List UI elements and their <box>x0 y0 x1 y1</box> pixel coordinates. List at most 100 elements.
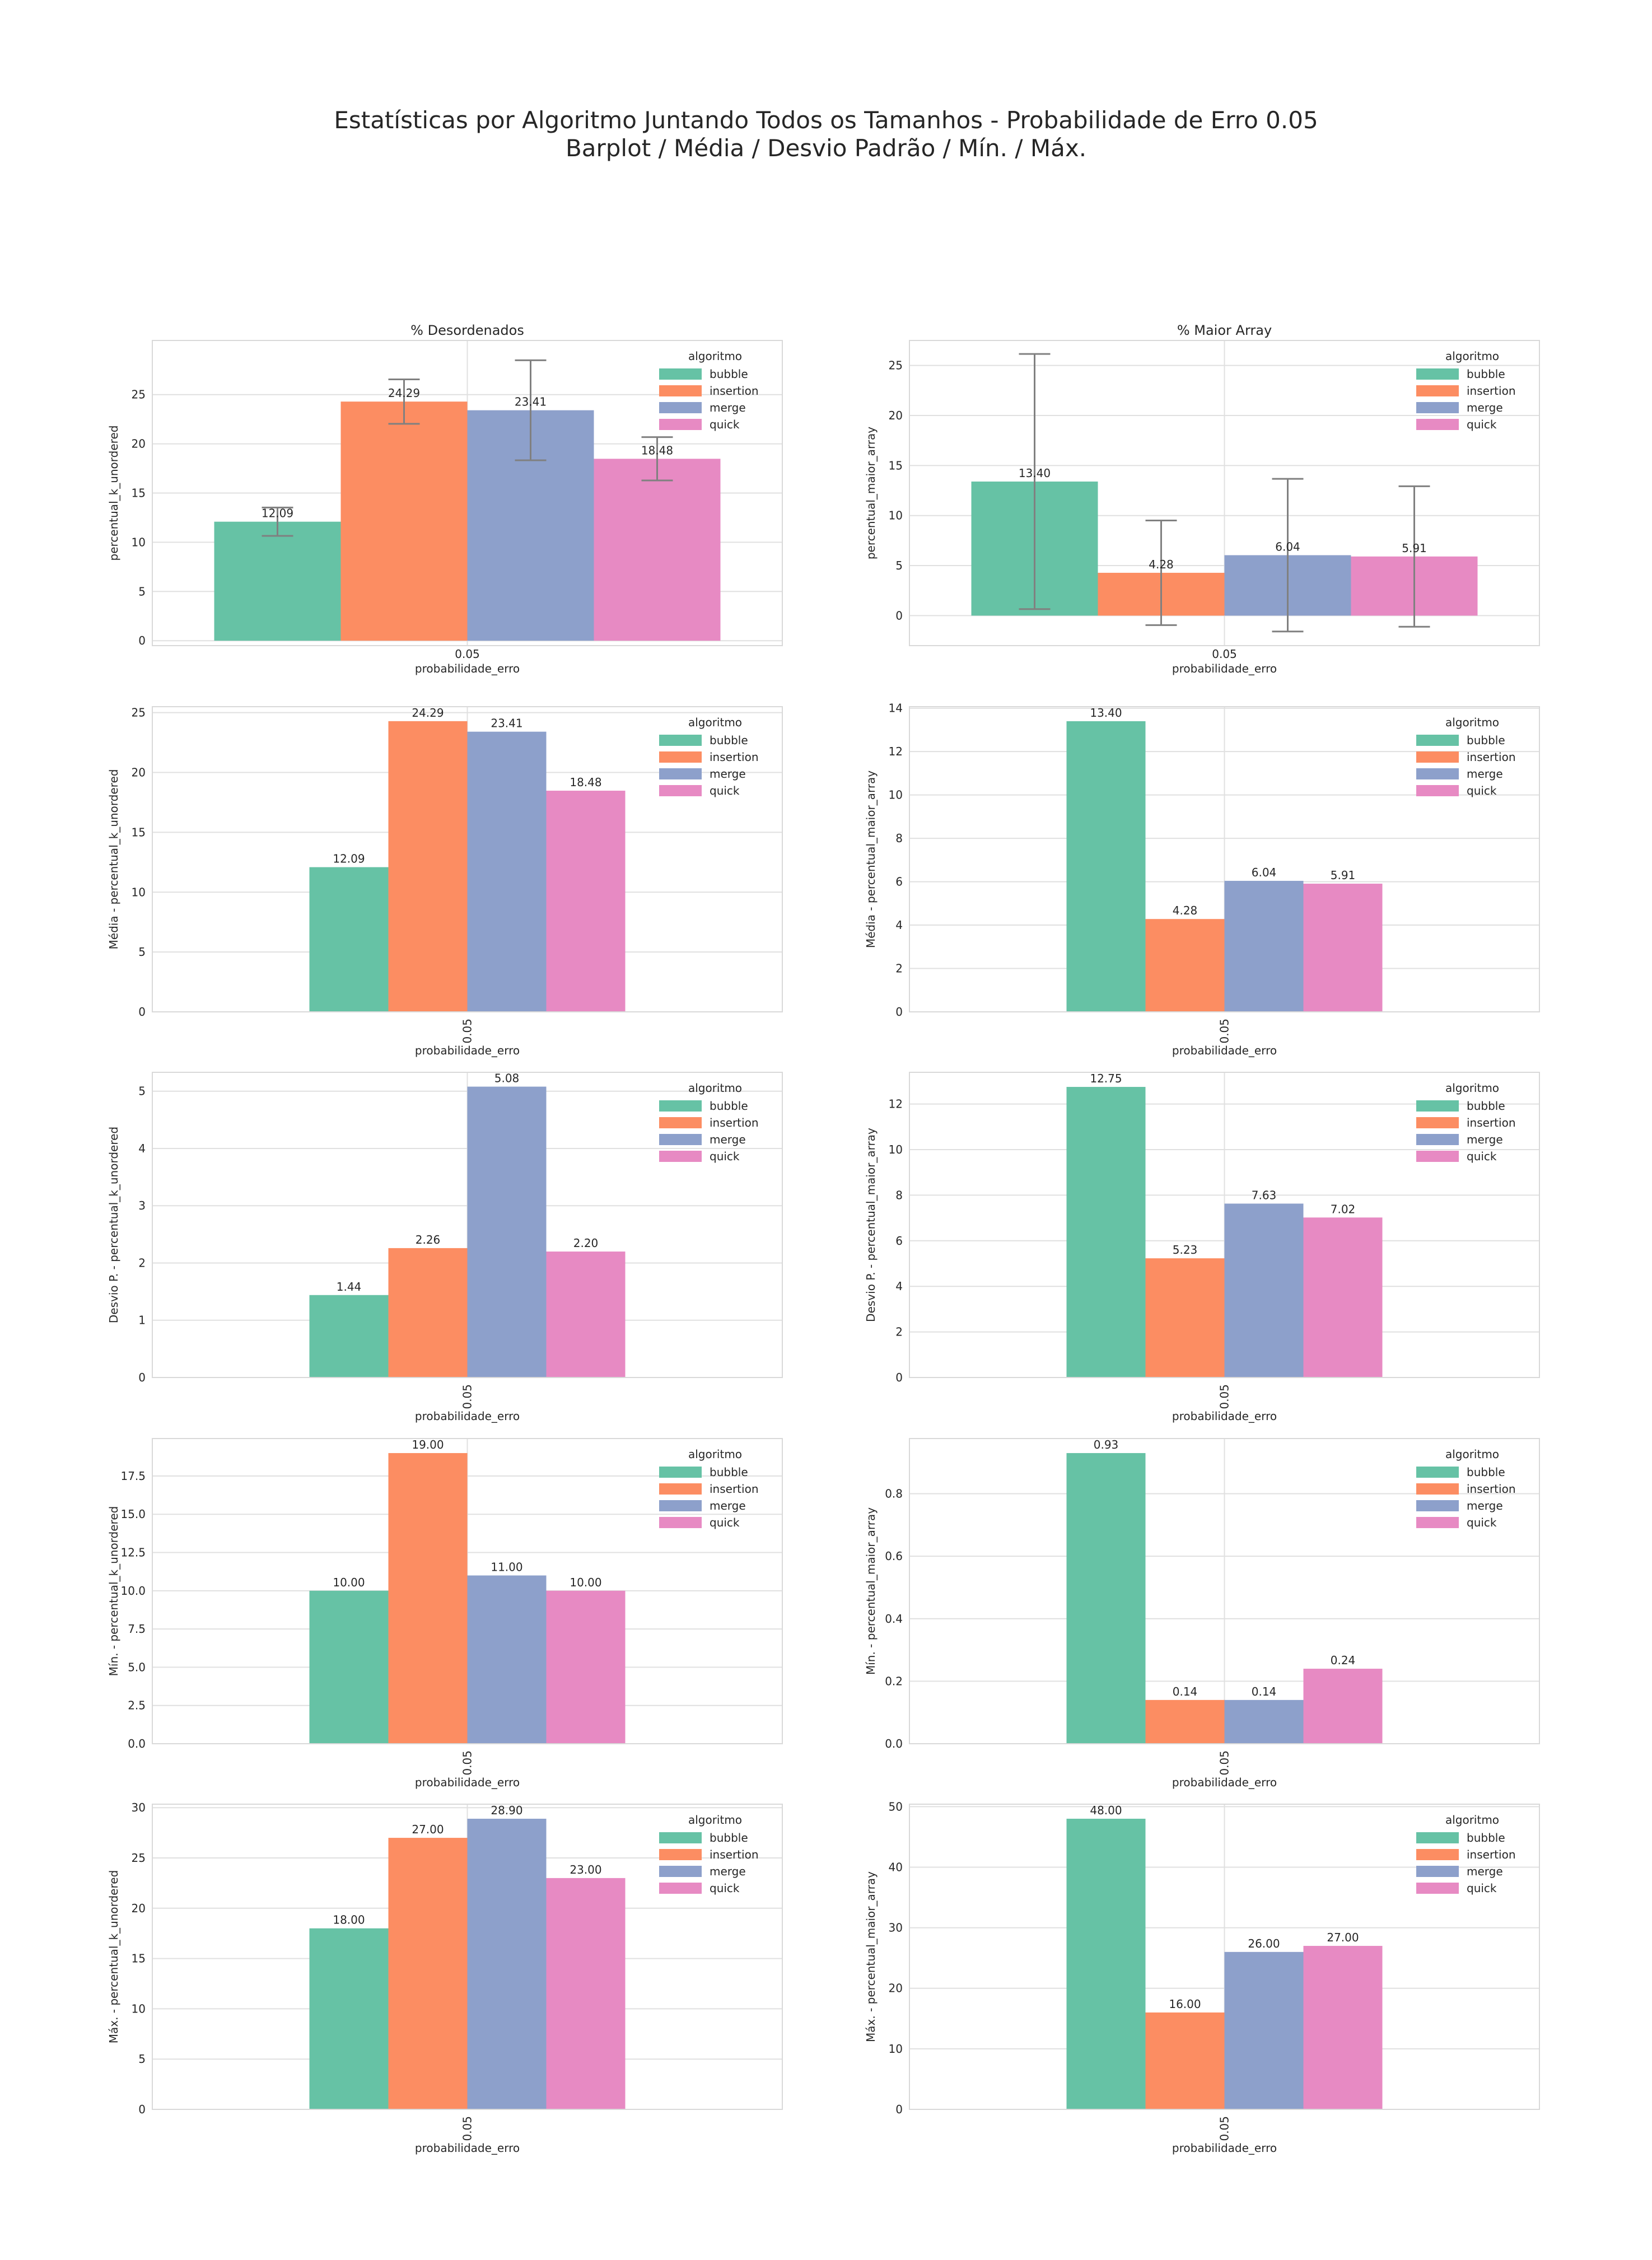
data-label-bubble: 13.40 <box>1019 466 1051 480</box>
y-tick-label: 0 <box>895 2103 903 2116</box>
x-tick-label: 0.05 <box>461 2116 474 2141</box>
y-tick-label: 2 <box>895 1325 903 1339</box>
legend-title: algoritmo <box>688 1813 742 1827</box>
legend-label-quick: quick <box>710 1516 740 1529</box>
legend-label-merge: merge <box>710 1865 746 1878</box>
data-label-quick: 18.48 <box>641 443 673 457</box>
legend-swatch-merge <box>1416 402 1459 413</box>
legend-swatch-bubble <box>659 1100 702 1112</box>
legend-label-quick: quick <box>710 418 740 431</box>
legend-swatch-insertion <box>1416 1849 1459 1860</box>
bar-bubble <box>309 867 389 1012</box>
data-label-insertion: 5.23 <box>1173 1243 1198 1257</box>
plot-frame <box>909 340 1540 646</box>
legend-label-insertion: insertion <box>1467 1116 1516 1129</box>
y-tick-label: 15 <box>889 459 903 472</box>
y-tick-label: 10.0 <box>120 1584 146 1598</box>
legend-label-merge: merge <box>710 401 746 414</box>
y-tick-label: 1 <box>138 1314 146 1327</box>
y-tick-label: 20 <box>132 766 146 779</box>
plot-frame <box>152 1072 783 1378</box>
bar-merge <box>467 1818 547 2109</box>
y-tick-label: 25 <box>132 706 146 720</box>
bar-merge <box>1224 1203 1304 1378</box>
y-tick-label: 0.0 <box>128 1737 146 1750</box>
legend-label-merge: merge <box>1467 767 1503 781</box>
legend-swatch-bubble <box>1416 1832 1459 1843</box>
figure-title-line-1: Estatísticas por Algoritmo Juntando Todo… <box>334 106 1318 134</box>
y-tick-label: 3 <box>138 1199 146 1212</box>
legend-label-merge: merge <box>1467 401 1503 414</box>
data-label-bubble: 12.75 <box>1090 1072 1122 1085</box>
data-label-insertion: 2.26 <box>416 1233 441 1246</box>
legend-label-quick: quick <box>1467 1150 1497 1163</box>
legend-title: algoritmo <box>1445 1447 1499 1461</box>
legend-swatch-quick <box>1416 1883 1459 1894</box>
y-tick-label: 0 <box>138 2103 146 2116</box>
bar-insertion <box>1145 1258 1225 1378</box>
figure-title: Estatísticas por Algoritmo Juntando Todo… <box>0 106 1652 162</box>
legend-swatch-insertion <box>659 1483 702 1495</box>
bar-bubble <box>1066 1453 1146 1744</box>
x-tick-label: 0.05 <box>461 1019 474 1044</box>
data-label-quick: 5.91 <box>1331 868 1356 882</box>
bar-merge <box>1224 881 1304 1012</box>
x-axis-label: probabilidade_erro <box>415 1409 520 1423</box>
x-tick-label: 0.05 <box>461 1384 474 1409</box>
legend-label-quick: quick <box>1467 418 1497 431</box>
data-label-bubble: 1.44 <box>337 1280 362 1294</box>
y-tick-label: 0 <box>138 1371 146 1384</box>
y-tick-label: 4 <box>895 1280 903 1293</box>
y-axis-label: Média - percentual_maior_array <box>864 771 878 948</box>
x-axis-label: probabilidade_erro <box>415 2141 520 2155</box>
bar-quick <box>546 1252 626 1378</box>
legend-label-insertion: insertion <box>1467 1848 1516 1861</box>
chart-panel-2: 12.09 24.29 23.41 18.48 0 5 10 15 20 25 0.05probab… <box>107 706 783 1057</box>
y-tick-label: 20 <box>889 1982 903 1995</box>
bar-quick <box>1303 1946 1383 2109</box>
legend-label-quick: quick <box>710 1881 740 1895</box>
x-tick-label: 0.05 <box>1218 1384 1231 1409</box>
y-tick-label: 25 <box>132 388 146 401</box>
y-axis-label: Mín. - percentual_k_unordered <box>107 1506 120 1677</box>
legend-swatch-bubble <box>659 1467 702 1478</box>
bar-bubble <box>309 1295 389 1378</box>
legend-title: algoritmo <box>688 349 742 363</box>
legend-swatch-merge <box>659 1134 702 1145</box>
y-tick-label: 2.5 <box>128 1699 146 1712</box>
legend-swatch-insertion <box>659 1849 702 1860</box>
legend-swatch-bubble <box>1416 368 1459 380</box>
legend-label-bubble: bubble <box>710 1831 748 1845</box>
data-label-quick: 27.00 <box>1327 1931 1359 1944</box>
legend-swatch-insertion <box>1416 385 1459 396</box>
bar-bubble <box>1066 1087 1146 1378</box>
bar-insertion <box>1145 919 1225 1012</box>
y-axis-label: Máx. - percentual_maior_array <box>864 1871 878 2042</box>
y-tick-label: 0.2 <box>885 1674 903 1688</box>
legend-title: algoritmo <box>1445 349 1499 363</box>
data-label-insertion: 0.14 <box>1173 1685 1198 1698</box>
bar-quick <box>546 1878 626 2109</box>
y-tick-label: 2 <box>895 962 903 975</box>
data-label-bubble: 12.09 <box>333 852 365 866</box>
x-tick-label: 0.05 <box>1212 647 1237 661</box>
y-tick-label: 10 <box>132 535 146 549</box>
x-axis-label: probabilidade_erro <box>415 662 520 675</box>
data-label-merge: 28.90 <box>491 1804 522 1817</box>
y-tick-label: 5 <box>138 1085 146 1098</box>
y-tick-label: 10 <box>889 1143 903 1156</box>
legend-label-bubble: bubble <box>1467 367 1505 381</box>
bar-merge <box>1224 1699 1304 1744</box>
bar-insertion <box>1145 2012 1225 2109</box>
y-tick-label: 4 <box>138 1142 146 1155</box>
legend-title: algoritmo <box>688 1447 742 1461</box>
legend-title: algoritmo <box>688 716 742 729</box>
legend-swatch-quick <box>659 419 702 430</box>
plot-frame <box>152 340 783 646</box>
data-label-insertion: 4.28 <box>1149 558 1174 571</box>
legend-label-bubble: bubble <box>1467 1099 1505 1113</box>
legend-label-merge: merge <box>710 767 746 781</box>
y-axis-label: Média - percentual_k_unordered <box>107 769 120 950</box>
x-axis-label: probabilidade_erro <box>1172 662 1277 675</box>
legend-label-insertion: insertion <box>710 750 759 764</box>
